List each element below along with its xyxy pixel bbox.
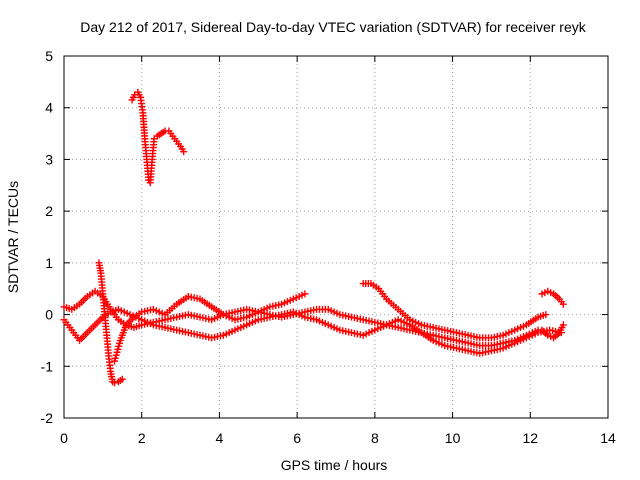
series-track-d <box>111 290 309 365</box>
y-tick-label: -1 <box>41 358 54 374</box>
data-point <box>559 300 567 308</box>
y-tick-label: 5 <box>45 48 53 64</box>
series-track-c <box>95 259 126 387</box>
series-track-g <box>538 321 567 342</box>
y-axis-label: SDTVAR / TECUs <box>5 181 21 293</box>
y-tick-label: 4 <box>45 100 53 116</box>
x-tick-label: 12 <box>522 430 538 446</box>
data-point <box>180 148 188 156</box>
y-tick-label: 2 <box>45 203 53 219</box>
data-point <box>118 375 126 383</box>
data-point <box>542 311 550 319</box>
y-tick-label: 3 <box>45 151 53 167</box>
data-points <box>60 88 567 387</box>
series-track-e <box>359 280 550 342</box>
series-track-b <box>60 305 565 357</box>
y-tick-label: -2 <box>41 410 54 426</box>
x-tick-label: 10 <box>445 430 461 446</box>
grid-lines <box>64 56 608 418</box>
y-tick-label: 1 <box>45 255 53 271</box>
x-tick-label: 0 <box>60 430 68 446</box>
series-track-upper <box>128 88 188 187</box>
y-tick-label: 0 <box>45 307 53 323</box>
x-tick-label: 6 <box>293 430 301 446</box>
x-tick-label: 4 <box>216 430 224 446</box>
x-axis-label: GPS time / hours <box>281 457 388 473</box>
data-point <box>559 321 567 329</box>
plot-frame <box>63 55 609 419</box>
x-tick-label: 8 <box>371 430 379 446</box>
x-tick-label: 2 <box>138 430 146 446</box>
data-point <box>301 290 309 298</box>
x-tick-label: 14 <box>600 430 616 446</box>
data-point <box>111 379 119 387</box>
axis-ticks <box>63 55 609 419</box>
series-track-f <box>538 287 567 308</box>
chart-title: Day 212 of 2017, Sidereal Day-to-day VTE… <box>80 19 586 35</box>
